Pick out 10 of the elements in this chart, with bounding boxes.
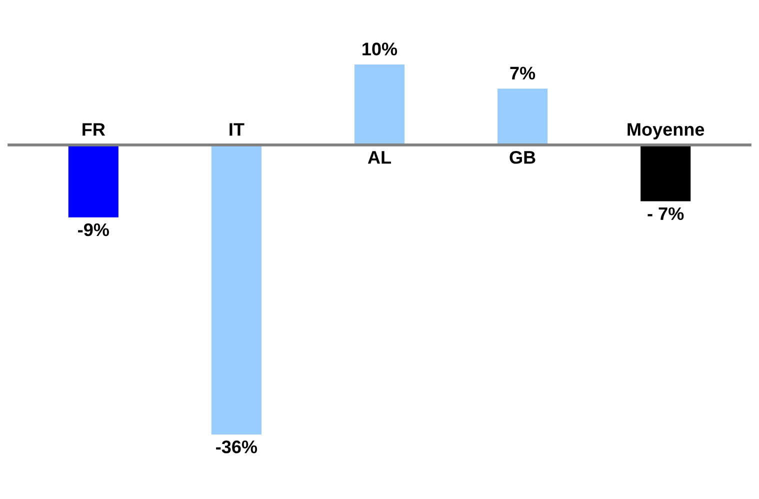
x-tick-label: IT [230, 123, 244, 136]
x-tick-label: FR [82, 123, 106, 136]
x-tick-label: GB [510, 150, 536, 164]
x-tick-label: Moyenne [628, 123, 704, 140]
data-label: 10% [362, 42, 398, 56]
x-tick-label: AL [368, 151, 391, 164]
data-label: -9% [78, 223, 109, 236]
data-label: - 7% [648, 207, 684, 220]
data-label: -36% [216, 440, 258, 454]
data-label: 7% [510, 66, 536, 80]
